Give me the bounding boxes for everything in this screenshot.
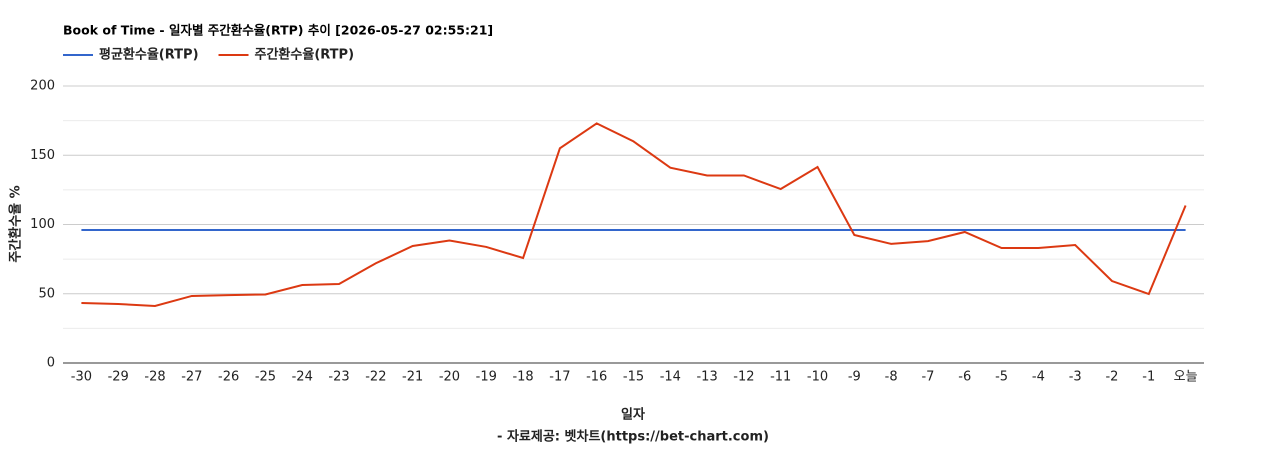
x-tick-label: -2 <box>1105 370 1118 385</box>
x-tick-label: -8 <box>885 370 898 385</box>
x-tick-label: -4 <box>1032 370 1045 385</box>
x-tick-label: -13 <box>696 370 717 385</box>
x-tick-label: -3 <box>1069 370 1082 385</box>
x-tick-label: -18 <box>512 370 533 385</box>
x-tick-label: -26 <box>218 370 239 385</box>
y-tick-label: 100 <box>30 217 55 232</box>
x-tick-label: -9 <box>848 370 861 385</box>
x-tick-label: -12 <box>733 370 754 385</box>
y-axis-title: 주간환수율 % <box>8 185 24 262</box>
y-tick-label: 150 <box>30 148 55 163</box>
legend-label: 평균환수율(RTP) <box>99 47 199 63</box>
x-tick-label: -15 <box>623 370 644 385</box>
x-tick-label: -24 <box>292 370 313 385</box>
x-tick-label: -1 <box>1142 370 1155 385</box>
x-tick-label: -29 <box>108 370 129 385</box>
y-tick-label: 50 <box>38 286 55 301</box>
series-line <box>81 122 1187 307</box>
y-tick-label: 0 <box>47 356 55 371</box>
x-tick-label: -17 <box>549 370 570 385</box>
legend-label: 주간환수율(RTP) <box>255 47 355 63</box>
footer: - 자료제공: 벳차트(https://bet-chart.com) <box>497 429 769 445</box>
x-tick-label: -30 <box>71 370 92 385</box>
x-tick-label: -28 <box>144 370 165 385</box>
x-tick-label: -11 <box>770 370 791 385</box>
x-tick-label: 오늘 <box>1174 370 1198 385</box>
x-tick-label: -22 <box>365 370 386 385</box>
x-tick-label: -7 <box>921 370 934 385</box>
x-tick-label: -20 <box>439 370 460 385</box>
x-tick-label: -16 <box>586 370 607 385</box>
x-tick-label: -6 <box>958 370 971 385</box>
x-tick-label: -21 <box>402 370 423 385</box>
x-tick-label: -14 <box>660 370 681 385</box>
x-tick-label: -23 <box>328 370 349 385</box>
x-axis-title: 일자 <box>621 408 645 423</box>
x-tick-label: -19 <box>476 370 497 385</box>
x-tick-label: -25 <box>255 370 276 385</box>
x-tick-label: -27 <box>181 370 202 385</box>
y-tick-label: 200 <box>30 79 55 94</box>
x-tick-label: -10 <box>807 370 828 385</box>
chart-title: Book of Time - 일자별 주간환수율(RTP) 추이 [2026-0… <box>63 23 493 38</box>
x-tick-label: -5 <box>995 370 1008 385</box>
